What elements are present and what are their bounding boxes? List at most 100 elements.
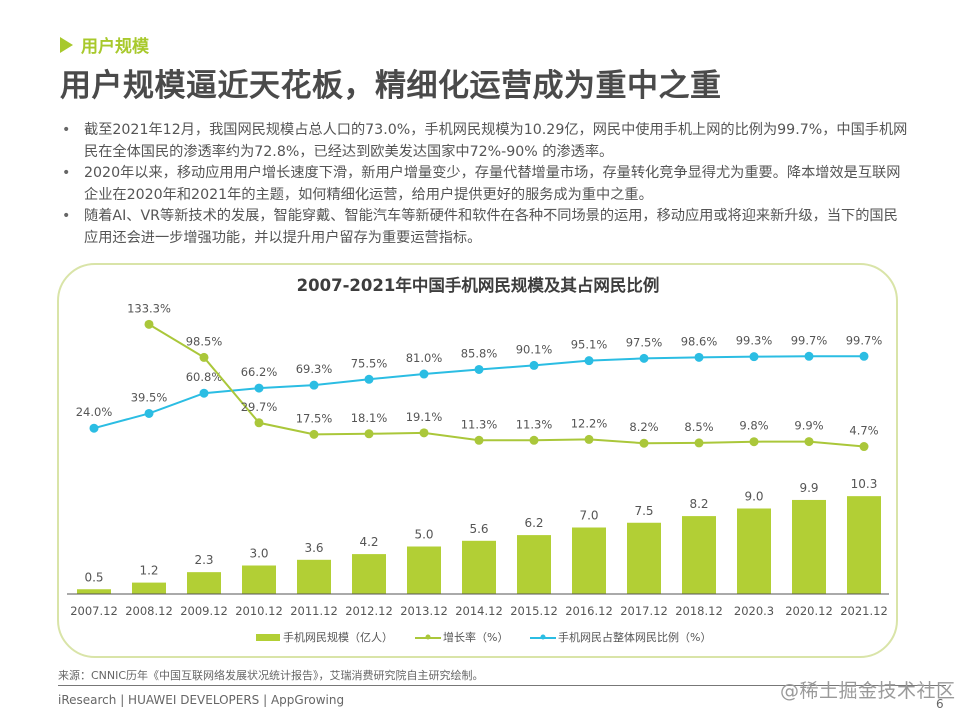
point-value-label: 12.2% xyxy=(571,416,608,430)
page-number: 6 xyxy=(936,697,944,711)
bar-value-label: 5.6 xyxy=(469,522,488,536)
point-value-label: 75.5% xyxy=(351,356,388,370)
data-point xyxy=(144,408,154,418)
x-tick-label: 2011.12 xyxy=(290,604,338,618)
footer-brands: iResearch | HUAWEI DEVELOPERS | AppGrowi… xyxy=(58,693,345,707)
watermark: @稀土掘金技术社区 xyxy=(780,680,956,702)
point-value-label: 66.2% xyxy=(241,365,278,379)
bar xyxy=(792,499,826,594)
data-point xyxy=(749,437,759,447)
bar xyxy=(737,508,771,594)
data-point xyxy=(474,364,484,374)
x-tick-label: 2009.12 xyxy=(180,604,228,618)
point-value-label: 4.7% xyxy=(849,424,878,438)
footer-divider xyxy=(58,685,946,686)
point-value-label: 19.1% xyxy=(406,410,443,424)
bar xyxy=(187,572,221,594)
x-tick-label: 2021.12 xyxy=(840,604,888,618)
bar xyxy=(407,546,441,594)
bar xyxy=(572,527,606,594)
section-label: 用户规模 xyxy=(81,37,149,57)
data-point xyxy=(254,383,264,393)
bar xyxy=(77,589,111,594)
bar-value-label: 6.2 xyxy=(524,516,543,530)
x-tick-label: 2010.12 xyxy=(235,604,283,618)
bar xyxy=(682,516,716,594)
point-value-label: 85.8% xyxy=(461,346,498,360)
bar-value-label: 9.0 xyxy=(744,490,763,504)
x-tick-label: 2018.12 xyxy=(675,604,723,618)
bar-value-label: 1.2 xyxy=(139,564,158,578)
point-value-label: 133.3% xyxy=(127,301,171,315)
legend-swatch-bar xyxy=(256,634,280,641)
data-point xyxy=(89,423,99,433)
point-value-label: 11.3% xyxy=(516,417,553,431)
point-value-label: 99.3% xyxy=(736,334,773,348)
bar-value-label: 5.0 xyxy=(414,528,433,542)
point-value-label: 90.1% xyxy=(516,342,553,356)
bar-value-label: 8.2 xyxy=(689,497,708,511)
data-point xyxy=(749,352,759,362)
chart-container xyxy=(57,263,898,658)
x-tick-label: 2020.12 xyxy=(785,604,833,618)
source-note: 来源：CNNIC历年《中国互联网络发展状况统计报告》，艾瑞消费研究院自主研究绘制… xyxy=(58,669,484,682)
bar-value-label: 10.3 xyxy=(851,477,878,491)
bar-value-label: 3.0 xyxy=(249,547,268,561)
data-point xyxy=(419,428,429,438)
data-point xyxy=(694,352,704,362)
x-tick-label: 2020.3 xyxy=(734,604,774,618)
bar-value-label: 2.3 xyxy=(194,553,213,567)
bar-value-label: 7.5 xyxy=(634,504,653,518)
point-value-label: 81.0% xyxy=(406,351,443,365)
data-point xyxy=(694,438,704,448)
data-point xyxy=(529,435,539,445)
point-value-label: 69.3% xyxy=(296,362,333,376)
bullet-item: 随着AI、VR等新技术的发展，智能穿戴、智能汽车等新硬件和软件在各种不同场景的运… xyxy=(60,206,910,249)
point-value-label: 18.1% xyxy=(351,411,388,425)
x-tick-label: 2012.12 xyxy=(345,604,393,618)
data-point xyxy=(859,442,869,452)
point-value-label: 39.5% xyxy=(131,390,168,404)
bar xyxy=(297,559,331,594)
legend-label: 增长率（%） xyxy=(443,630,508,644)
data-point xyxy=(474,435,484,445)
bullet-item: 2020年以来，移动应用用户增长速度下滑，新用户增量变少，存量代替增量市场，存量… xyxy=(60,163,910,206)
bullet-item: 截至2021年12月，我国网民规模占总人口的73.0%，手机网民规模为10.29… xyxy=(60,120,910,163)
series-line xyxy=(148,323,865,448)
x-tick-label: 2007.12 xyxy=(70,604,118,618)
data-point xyxy=(309,380,319,390)
bar xyxy=(517,535,551,594)
point-value-label: 9.8% xyxy=(739,419,768,433)
point-value-label: 95.1% xyxy=(571,338,608,352)
x-tick-label: 2013.12 xyxy=(400,604,448,618)
data-point xyxy=(529,360,539,370)
data-point xyxy=(254,418,264,428)
bar-value-label: 9.9 xyxy=(799,481,818,495)
point-value-label: 98.6% xyxy=(681,334,718,348)
point-value-label: 24.0% xyxy=(76,405,113,419)
legend-marker-icon xyxy=(425,634,431,640)
point-value-label: 17.5% xyxy=(296,411,333,425)
point-value-label: 97.5% xyxy=(626,335,663,349)
bar-value-label: 0.5 xyxy=(84,570,103,584)
bar xyxy=(847,496,881,594)
bar-value-label: 4.2 xyxy=(359,535,378,549)
bar xyxy=(627,522,661,594)
data-point xyxy=(639,353,649,363)
bullet-list: 截至2021年12月，我国网民规模占总人口的73.0%，手机网民规模为10.29… xyxy=(60,120,910,249)
point-value-label: 8.2% xyxy=(629,420,658,434)
point-value-label: 11.3% xyxy=(461,417,498,431)
page-title: 用户规模逼近天花板，精细化运营成为重中之重 xyxy=(60,68,722,104)
data-point xyxy=(364,374,374,384)
data-point xyxy=(144,319,154,329)
legend-marker-icon xyxy=(540,634,546,640)
data-point xyxy=(859,351,869,361)
section-tag: 用户规模 xyxy=(60,32,149,57)
bar xyxy=(242,565,276,594)
play-triangle-icon xyxy=(60,36,73,53)
chart-title: 2007-2021年中国手机网民规模及其占网民比例 xyxy=(297,275,660,295)
x-tick-label: 2016.12 xyxy=(565,604,613,618)
point-value-label: 8.5% xyxy=(684,420,713,434)
x-tick-label: 2008.12 xyxy=(125,604,173,618)
